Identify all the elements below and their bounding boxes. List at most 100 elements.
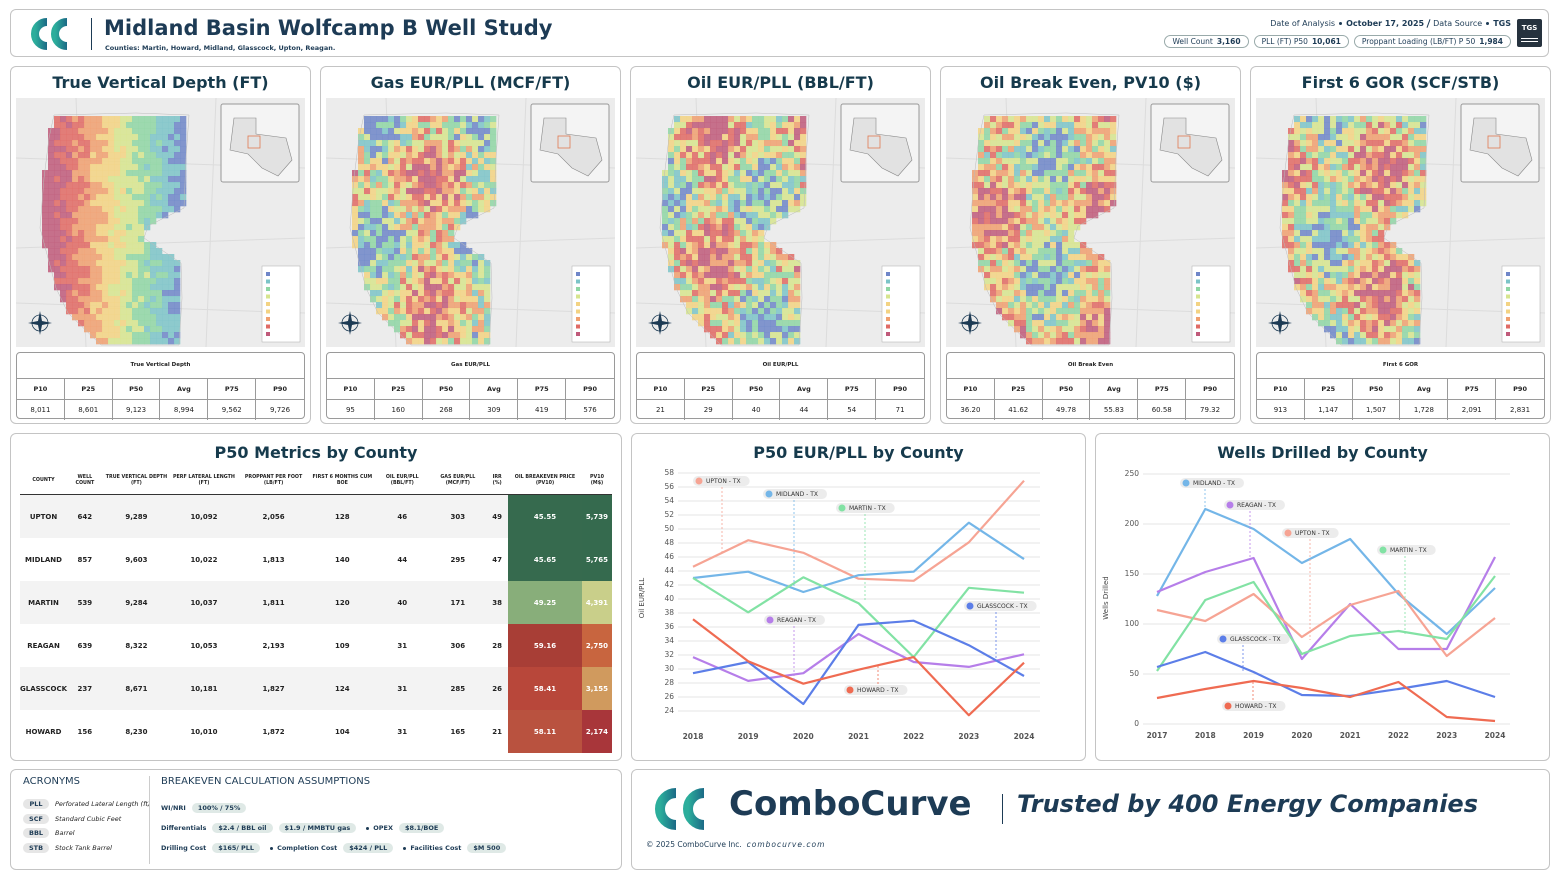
map-cell: [144, 146, 151, 153]
map-cell: [1014, 116, 1021, 123]
map-cell: [1050, 272, 1057, 279]
map-cell: [1342, 176, 1349, 183]
stats-value: 79.32: [1200, 406, 1221, 414]
map-cell: [1354, 176, 1361, 183]
map-cell: [788, 128, 795, 135]
map-cell: [370, 194, 377, 201]
map-cell: [662, 188, 669, 195]
map-cell: [692, 296, 699, 303]
map-cell: [1318, 290, 1325, 297]
map-cell: [680, 188, 687, 195]
map-cell: [406, 134, 413, 141]
map-cell: [788, 122, 795, 129]
map-cell: [1330, 284, 1337, 291]
map-cell: [1294, 182, 1301, 189]
map-cell: [60, 146, 67, 153]
map-cell: [728, 140, 735, 147]
map-cell: [394, 218, 401, 225]
map-cell: [1420, 188, 1427, 195]
map-cell: [788, 308, 795, 315]
map-cell: [1342, 272, 1349, 279]
map-cell: [72, 116, 79, 123]
map-cell: [1312, 272, 1319, 279]
map-cell: [1384, 254, 1391, 261]
map-cell: [978, 164, 985, 171]
map-cell: [1408, 176, 1415, 183]
map-cell: [1092, 128, 1099, 135]
map-cell: [782, 338, 789, 345]
map-cell: [1330, 170, 1337, 177]
map-cell: [1396, 302, 1403, 309]
map-cell: [1300, 236, 1307, 243]
map-cell: [1390, 170, 1397, 177]
map-cell: [126, 332, 133, 339]
map-cell: [1384, 164, 1391, 171]
map-cell: [1062, 170, 1069, 177]
header: Midland Basin Wolfcamp B Well Study Coun…: [10, 9, 1549, 57]
map-cell: [1342, 206, 1349, 213]
map-cell: [990, 158, 997, 165]
map-cell: [1110, 182, 1117, 189]
map-cell: [1056, 314, 1063, 321]
map-cell: [102, 200, 109, 207]
map-cell: [668, 158, 675, 165]
stats-title: First 6 GOR: [1257, 353, 1544, 379]
legend-swatch: [1506, 287, 1510, 291]
y-tick-label: 58: [664, 468, 674, 477]
map-cell: [1354, 230, 1361, 237]
map-cell: [1390, 338, 1397, 345]
map-cell: [424, 200, 431, 207]
map-cell: [1050, 182, 1057, 189]
map-cell: [382, 230, 389, 237]
map-cell: [138, 284, 145, 291]
map-cell: [1396, 284, 1403, 291]
map-cell: [1068, 260, 1075, 267]
map-cell: [692, 248, 699, 255]
map-cell: [424, 326, 431, 333]
map-cell: [126, 302, 133, 309]
map-cell: [1390, 254, 1397, 261]
map-cell: [1092, 176, 1099, 183]
map-cell: [1414, 116, 1421, 123]
map-cell: [794, 170, 801, 177]
map-cell: [108, 152, 115, 159]
map-cell: [1324, 134, 1331, 141]
map-cell: [1390, 212, 1397, 219]
map-cell: [782, 302, 789, 309]
map-cell: [120, 230, 127, 237]
cell: 58.41: [508, 667, 582, 710]
cell: 10,092: [170, 494, 238, 538]
map-cell: [1014, 152, 1021, 159]
map-cell: [1032, 146, 1039, 153]
stats-header: P25: [374, 379, 423, 400]
map-cell: [1026, 218, 1033, 225]
map-cell: [156, 308, 163, 315]
date: October 17, 2025: [1346, 19, 1425, 28]
map-cell: [406, 170, 413, 177]
map-cell: [436, 140, 443, 147]
stats-value: 913: [1257, 400, 1305, 420]
map-cell: [1050, 230, 1057, 237]
map-cell: [60, 254, 67, 261]
map-cell: [1020, 224, 1027, 231]
map-cell: [734, 290, 741, 297]
map-cell: [424, 314, 431, 321]
map-cell: [680, 176, 687, 183]
map-cell: [662, 182, 669, 189]
map-cell: [454, 164, 461, 171]
map-cell: [710, 218, 717, 225]
map-cell: [126, 170, 133, 177]
map-cell: [490, 146, 497, 153]
map-cell: [770, 302, 777, 309]
legend-swatch: [886, 309, 890, 314]
map-cell: [1378, 296, 1385, 303]
map-cell: [448, 326, 455, 333]
map-cell: [740, 164, 747, 171]
map-cell: [1330, 224, 1337, 231]
map-cell: [1384, 302, 1391, 309]
map-cell: [1062, 158, 1069, 165]
map-cell: [1056, 182, 1063, 189]
map-cell: [1044, 188, 1051, 195]
map-cell: [430, 302, 437, 309]
map-cell: [978, 248, 985, 255]
